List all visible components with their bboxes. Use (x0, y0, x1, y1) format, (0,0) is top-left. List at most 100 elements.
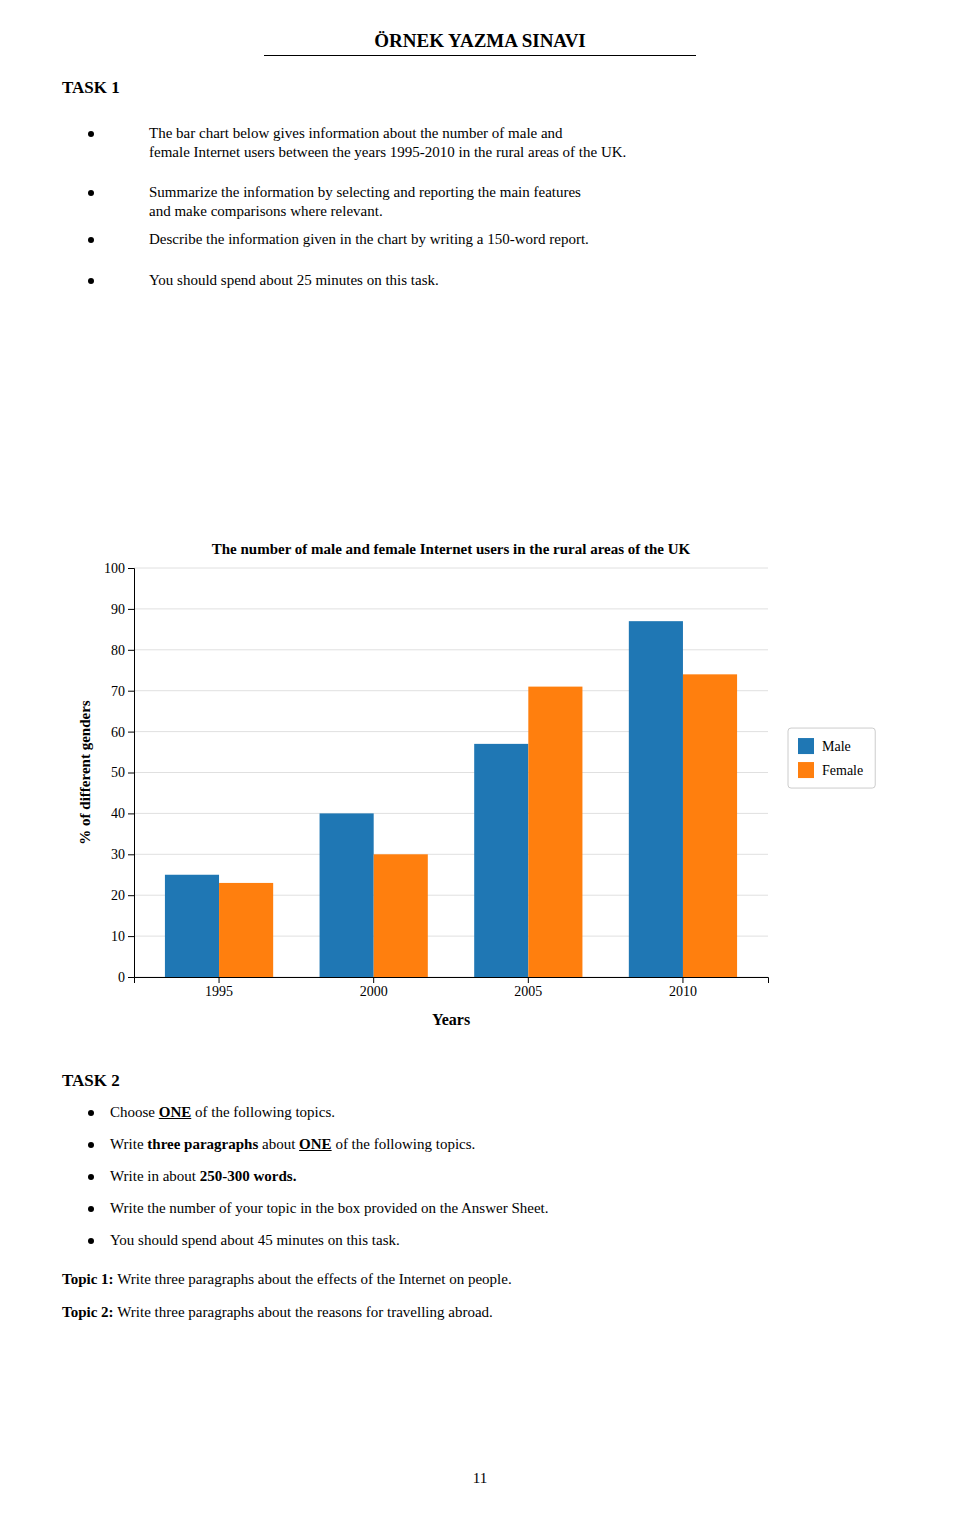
legend-label: Female (822, 763, 863, 778)
tick-mark (128, 773, 134, 774)
legend-swatch (798, 738, 814, 754)
y-tick: 30 (111, 847, 134, 862)
tick-mark (128, 691, 134, 692)
topic-text: Write three paragraphs about the effects… (117, 1271, 511, 1287)
tick-mark (128, 650, 134, 651)
y-tick: 90 (111, 602, 134, 617)
x-tick: 2010 (669, 977, 697, 999)
tick-label: 0 (118, 970, 125, 985)
tick-mark (373, 977, 374, 983)
bullet (88, 131, 94, 137)
bar (219, 883, 273, 977)
y-axis-title: % of different genders (77, 700, 93, 844)
text-run: You should spend about 45 minutes on thi… (110, 1232, 400, 1248)
tick-label: 10 (111, 929, 125, 944)
axis-line (128, 569, 135, 978)
bullet (88, 278, 94, 284)
tick-mark (682, 977, 683, 983)
bullet (88, 190, 94, 196)
grid (134, 568, 768, 977)
tick-mark (128, 895, 134, 896)
text-run: Write (110, 1136, 147, 1152)
chart-title: The number of male and female Internet u… (212, 541, 691, 557)
tick-label: 100 (104, 561, 125, 576)
bar (629, 621, 683, 977)
tick-label: 2005 (514, 984, 542, 999)
series (165, 621, 683, 977)
bars (165, 621, 737, 977)
bullet-text: The bar chart below gives information ab… (149, 124, 626, 162)
y-tick: 70 (111, 684, 134, 699)
bar (374, 854, 428, 977)
bullet (88, 1174, 94, 1180)
bullet-text: Summarize the information by selecting a… (149, 183, 581, 221)
tick-label: 2000 (360, 984, 388, 999)
bullet-line: Choose ONE of the following topics. (110, 1103, 335, 1122)
text-run: Choose (110, 1104, 159, 1120)
chart: 01020304050607080901001995200020052010Ye… (0, 500, 960, 1060)
y-axis: 0102030405060708090100 (104, 561, 135, 985)
series (219, 674, 737, 977)
topic-label: Topic 1: (62, 1271, 117, 1287)
tick-label: 1995 (205, 984, 233, 999)
x-tick: 2000 (360, 977, 388, 999)
axis-line (135, 978, 769, 984)
legend-item: Male (798, 738, 851, 754)
bar (165, 875, 219, 977)
tick-label: 70 (111, 684, 125, 699)
grid-line (134, 568, 768, 569)
tick-mark (128, 977, 134, 978)
text-run: of the following topics. (332, 1136, 476, 1152)
bullet-line: Write the number of your topic in the bo… (110, 1199, 548, 1218)
bullet-line: You should spend about 45 minutes on thi… (110, 1231, 400, 1250)
tick-mark (128, 568, 134, 569)
tick-mark (128, 813, 134, 814)
tick-mark (128, 609, 134, 610)
page-title: ÖRNEK YAZMA SINAVI (0, 30, 960, 52)
y-tick: 0 (118, 970, 134, 985)
topic-line: Topic 2: Write three paragraphs about th… (62, 1303, 493, 1322)
topic-line: Topic 1: Write three paragraphs about th… (62, 1270, 512, 1289)
plot-area: 01020304050607080901001995200020052010Ye… (77, 541, 875, 1028)
text-run: about (258, 1136, 299, 1152)
tick-mark (128, 854, 134, 855)
y-tick: 20 (111, 888, 134, 903)
tick-label: 90 (111, 602, 125, 617)
bar (320, 813, 374, 977)
tick-mark (219, 977, 220, 983)
x-tick: 1995 (205, 977, 233, 999)
y-tick: 40 (111, 806, 134, 821)
bar (528, 687, 582, 977)
page: ÖRNEK YAZMA SINAVI TASK 1 The bar chart be… (0, 0, 960, 1516)
tick-label: 30 (111, 847, 125, 862)
text-run: Write the number of your topic in the bo… (110, 1200, 548, 1216)
grid-line (134, 608, 768, 609)
x-tick: 2005 (514, 977, 542, 999)
bullet (88, 1238, 94, 1244)
y-tick: 10 (111, 929, 134, 944)
bold-run: 250-300 words. (200, 1168, 297, 1184)
bold-run: ONE (159, 1104, 192, 1120)
bold-run: ONE (299, 1136, 332, 1152)
bullet (88, 1206, 94, 1212)
legend-frame (788, 728, 875, 788)
topic-label: Topic 2: (62, 1304, 117, 1320)
task-heading: TASK 1 (62, 78, 120, 98)
bold-run: three paragraphs (147, 1136, 258, 1152)
legend-swatch (798, 762, 814, 778)
bar (474, 744, 528, 977)
tick-label: 40 (111, 806, 125, 821)
bullet-line: Write in about 250-300 words. (110, 1167, 296, 1186)
y-tick: 100 (104, 561, 134, 576)
title-underline (264, 55, 696, 56)
tick-label: 20 (111, 888, 125, 903)
x-axis: 1995 2000 2005 2010 (135, 977, 769, 999)
legend-item: Female (798, 762, 863, 778)
x-axis-title: Years (432, 1011, 470, 1028)
bullet (88, 1110, 94, 1116)
text-run: Write in about (110, 1168, 200, 1184)
text-run: of the following topics. (191, 1104, 335, 1120)
tick-mark (528, 977, 529, 983)
topic-text: Write three paragraphs about the reasons… (117, 1304, 493, 1320)
y-tick: 60 (111, 725, 134, 740)
